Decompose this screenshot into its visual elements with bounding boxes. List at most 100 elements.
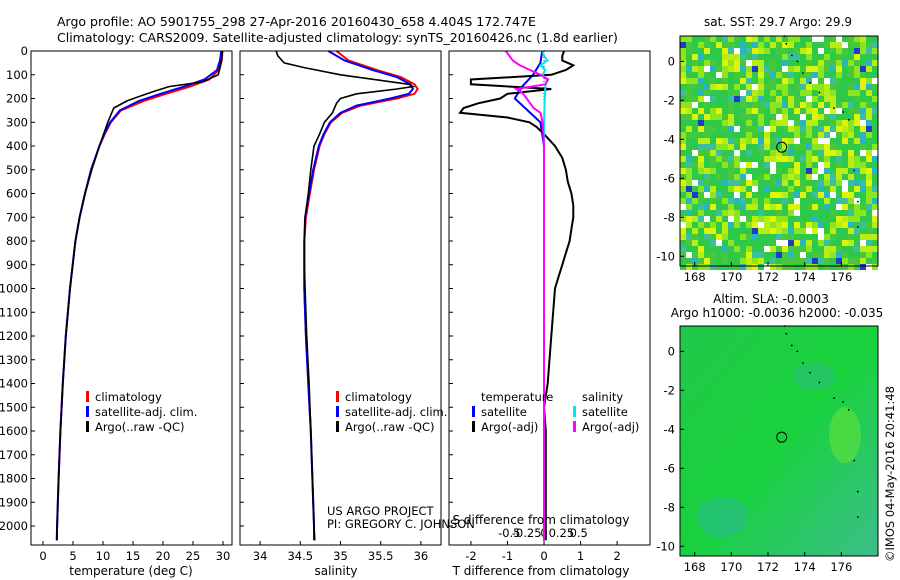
sst-pixel (716, 120, 722, 126)
sst-pixel (728, 186, 734, 192)
sst-pixel (794, 60, 800, 66)
sst-pixel (728, 216, 734, 222)
sst-pixel (782, 90, 788, 96)
sst-pixel (740, 174, 746, 180)
sst-pixel (722, 150, 728, 156)
sst-pixel (698, 228, 704, 234)
sst-pixel (728, 84, 734, 90)
sst-pixel (782, 240, 788, 246)
sst-pixel (776, 252, 782, 258)
sst-pixel (752, 252, 758, 258)
sst-pixel (698, 192, 704, 198)
sst-pixel (824, 144, 830, 150)
sst-pixel (686, 162, 692, 168)
sst-pixel (728, 240, 734, 246)
sst-pixel (722, 162, 728, 168)
sst-pixel (830, 222, 836, 228)
sst-pixel (692, 258, 698, 264)
sst-pixel (698, 258, 704, 264)
sst-pixel (782, 150, 788, 156)
sst-pixel (812, 144, 818, 150)
sst-pixel (794, 174, 800, 180)
sst-pixel (710, 90, 716, 96)
sst-pixel (692, 156, 698, 162)
sst-pixel (746, 168, 752, 174)
sst-pixel (836, 42, 842, 48)
sst-pixel (692, 204, 698, 210)
sst-pixel (812, 246, 818, 252)
y-tick-label: 700 (6, 210, 28, 224)
sst-pixel (740, 66, 746, 72)
sst-pixel (848, 246, 854, 252)
sst-pixel (800, 96, 806, 102)
sst-pixel (800, 90, 806, 96)
header-climatology-line: Climatology: CARS2009. Satellite-adjuste… (57, 30, 618, 45)
sst-pixel (860, 120, 866, 126)
x-tick-label: -1 (502, 549, 513, 563)
map-y-tick-label: -2 (664, 383, 675, 397)
sst-pixel (842, 96, 848, 102)
sst-pixel (842, 114, 848, 120)
sst-pixel (860, 246, 866, 252)
sst-pixel (854, 42, 860, 48)
sst-pixel (854, 240, 860, 246)
sst-pixel (818, 132, 824, 138)
sst-pixel (788, 60, 794, 66)
sst-pixel (764, 72, 770, 78)
x-tick-label: 1 (577, 549, 584, 563)
sst-pixel (692, 186, 698, 192)
sst-pixel (692, 42, 698, 48)
sst-pixel (686, 192, 692, 198)
sst-pixel (704, 144, 710, 150)
sst-pixel (770, 102, 776, 108)
island-dot (853, 459, 856, 462)
sst-pixel (830, 198, 836, 204)
sst-pixel (812, 174, 818, 180)
island-dot (853, 169, 856, 172)
sst-pixel (830, 126, 836, 132)
sst-pixel (794, 198, 800, 204)
sst-pixel (836, 252, 842, 258)
sst-pixel (794, 168, 800, 174)
sst-pixel (836, 234, 842, 240)
sst-pixel (722, 42, 728, 48)
sst-pixel (740, 126, 746, 132)
sst-pixel (776, 48, 782, 54)
sst-pixel (854, 114, 860, 120)
sst-pixel (686, 90, 692, 96)
sst-pixel (788, 192, 794, 198)
sst-pixel (782, 198, 788, 204)
sst-pixel (692, 162, 698, 168)
sst-pixel (698, 48, 704, 54)
sst-pixel (722, 258, 728, 264)
sst-pixel (818, 48, 824, 54)
sst-pixel (728, 156, 734, 162)
sst-pixel (836, 114, 842, 120)
sst-pixel (680, 240, 686, 246)
sst-pixel (710, 246, 716, 252)
sst-pixel (860, 234, 866, 240)
sst-pixel (728, 42, 734, 48)
sst-pixel (680, 258, 686, 264)
sst-pixel (740, 240, 746, 246)
sst-pixel (752, 36, 758, 42)
sst-pixel (794, 216, 800, 222)
sst-pixel (806, 42, 812, 48)
island-dot (801, 72, 804, 74)
sst-pixel (716, 198, 722, 204)
sst-pixel (692, 36, 698, 42)
sst-pixel (812, 132, 818, 138)
sst-pixel (866, 144, 872, 150)
sst-pixel (710, 252, 716, 258)
sst-pixel (746, 204, 752, 210)
sst-pixel (872, 168, 878, 174)
sst-pixel (782, 252, 788, 258)
sst-pixel (830, 144, 836, 150)
sst-pixel (770, 174, 776, 180)
sst-pixel (704, 192, 710, 198)
legend-swatch-argo (336, 421, 339, 432)
sst-pixel (716, 204, 722, 210)
sst-pixel (722, 192, 728, 198)
sst-pixel (866, 120, 872, 126)
sst-pixel (788, 126, 794, 132)
